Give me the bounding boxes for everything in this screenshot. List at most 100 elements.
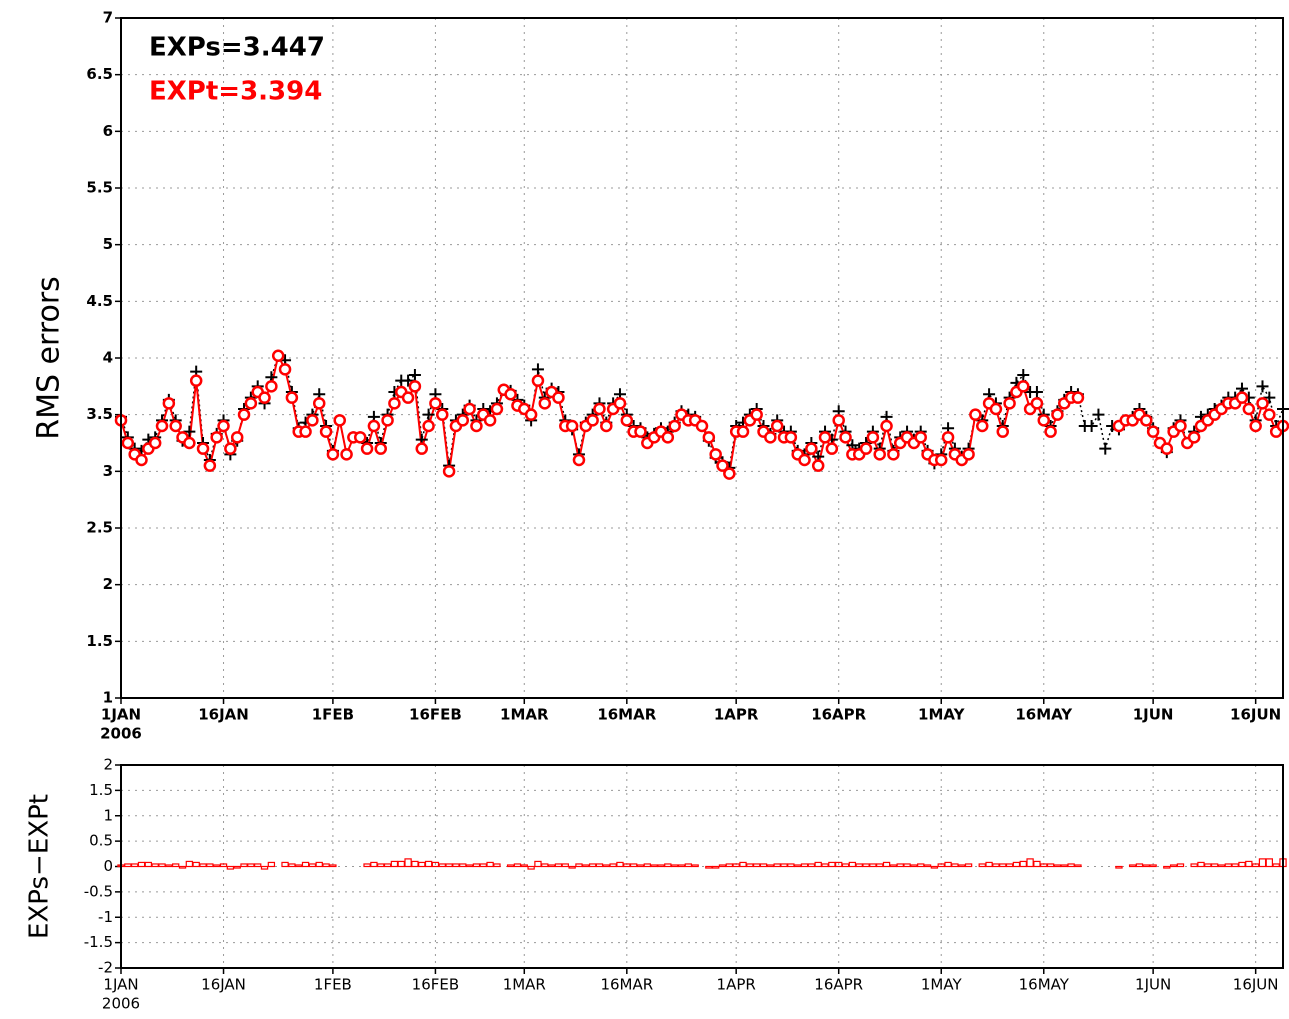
bar	[835, 861, 843, 868]
marker	[1071, 391, 1085, 404]
bar	[1210, 863, 1219, 868]
bar	[192, 861, 200, 868]
bar	[923, 864, 932, 868]
marker	[436, 408, 449, 421]
marker	[1256, 380, 1269, 393]
x-tick-label: 1JAN	[101, 706, 141, 724]
bar	[841, 863, 850, 868]
marker	[620, 414, 634, 427]
bar	[1128, 864, 1137, 868]
marker	[873, 448, 886, 461]
x-tick-label: 16JUN	[1233, 976, 1279, 994]
marker	[784, 431, 798, 444]
y-tick-label: -2	[98, 959, 113, 977]
bar	[486, 861, 494, 868]
marker	[1263, 408, 1276, 421]
marker	[798, 453, 811, 467]
marker	[402, 374, 415, 387]
bar	[1067, 863, 1075, 868]
bar	[124, 863, 132, 868]
marker	[148, 436, 162, 450]
bar	[746, 863, 754, 868]
marker	[941, 431, 955, 444]
marker	[442, 465, 456, 478]
marker	[859, 442, 873, 455]
marker	[825, 442, 839, 455]
marker	[996, 425, 1010, 438]
marker	[1030, 386, 1043, 398]
bar	[862, 863, 870, 868]
y-tick-label: 0	[103, 857, 113, 875]
x-tick-label: 1FEB	[314, 976, 352, 994]
bar	[629, 863, 638, 868]
bar	[1149, 864, 1157, 868]
x-tick-label: 1MAR	[500, 706, 549, 724]
y-tick-label: -1	[98, 908, 113, 926]
legend-entry: EXPs=3.447	[149, 33, 325, 63]
x-tick-label: 16MAY	[1019, 976, 1070, 994]
bar	[493, 863, 501, 868]
bar	[739, 861, 747, 868]
marker	[770, 419, 784, 433]
bar	[445, 863, 453, 868]
marker	[374, 442, 387, 455]
bar	[1251, 863, 1260, 868]
y-tick-label: 3.5	[86, 405, 113, 423]
x-tick-label: 16MAR	[600, 976, 653, 994]
bar	[527, 865, 535, 870]
bar	[568, 865, 576, 869]
bar	[1176, 863, 1185, 868]
bar	[137, 861, 146, 868]
marker	[1003, 397, 1016, 410]
bar	[404, 858, 412, 868]
plot-frame	[120, 17, 1284, 699]
bar	[882, 861, 891, 868]
bar	[1163, 865, 1171, 869]
marker	[306, 414, 319, 427]
bar	[199, 863, 207, 868]
bar	[889, 864, 898, 868]
bar	[1197, 861, 1205, 868]
bar	[1026, 858, 1034, 868]
bar	[260, 865, 269, 870]
marker	[839, 431, 852, 444]
bar	[985, 861, 993, 868]
marker	[135, 453, 148, 467]
bar	[595, 863, 604, 868]
bar	[821, 863, 829, 868]
marker	[189, 374, 203, 387]
marker	[463, 402, 476, 416]
marker	[381, 414, 394, 427]
bar	[452, 863, 460, 868]
marker	[1092, 408, 1105, 421]
bar	[705, 865, 713, 869]
bar	[459, 863, 467, 868]
marker	[367, 419, 381, 433]
x-tick-label: 16MAR	[597, 706, 656, 724]
bar	[158, 863, 166, 868]
y-tick-label: 5	[103, 235, 113, 253]
bar	[554, 863, 563, 868]
marker	[1030, 397, 1044, 410]
bar	[130, 863, 139, 868]
bar	[657, 864, 665, 868]
marker	[504, 388, 517, 401]
bar	[151, 863, 159, 868]
bar	[732, 863, 740, 868]
bar	[383, 863, 392, 868]
bar	[951, 863, 959, 868]
bar	[534, 860, 542, 868]
bar	[1040, 863, 1048, 868]
bar	[281, 861, 289, 868]
marker	[121, 436, 135, 450]
bar	[869, 863, 877, 868]
bar	[937, 863, 945, 868]
x-tick-label: 1APR	[714, 706, 759, 724]
bar	[301, 861, 310, 868]
marker	[483, 414, 497, 427]
bar	[370, 861, 378, 868]
marker	[388, 397, 401, 410]
x-tick-label: 1JUN	[1133, 706, 1174, 724]
bar	[670, 864, 679, 868]
